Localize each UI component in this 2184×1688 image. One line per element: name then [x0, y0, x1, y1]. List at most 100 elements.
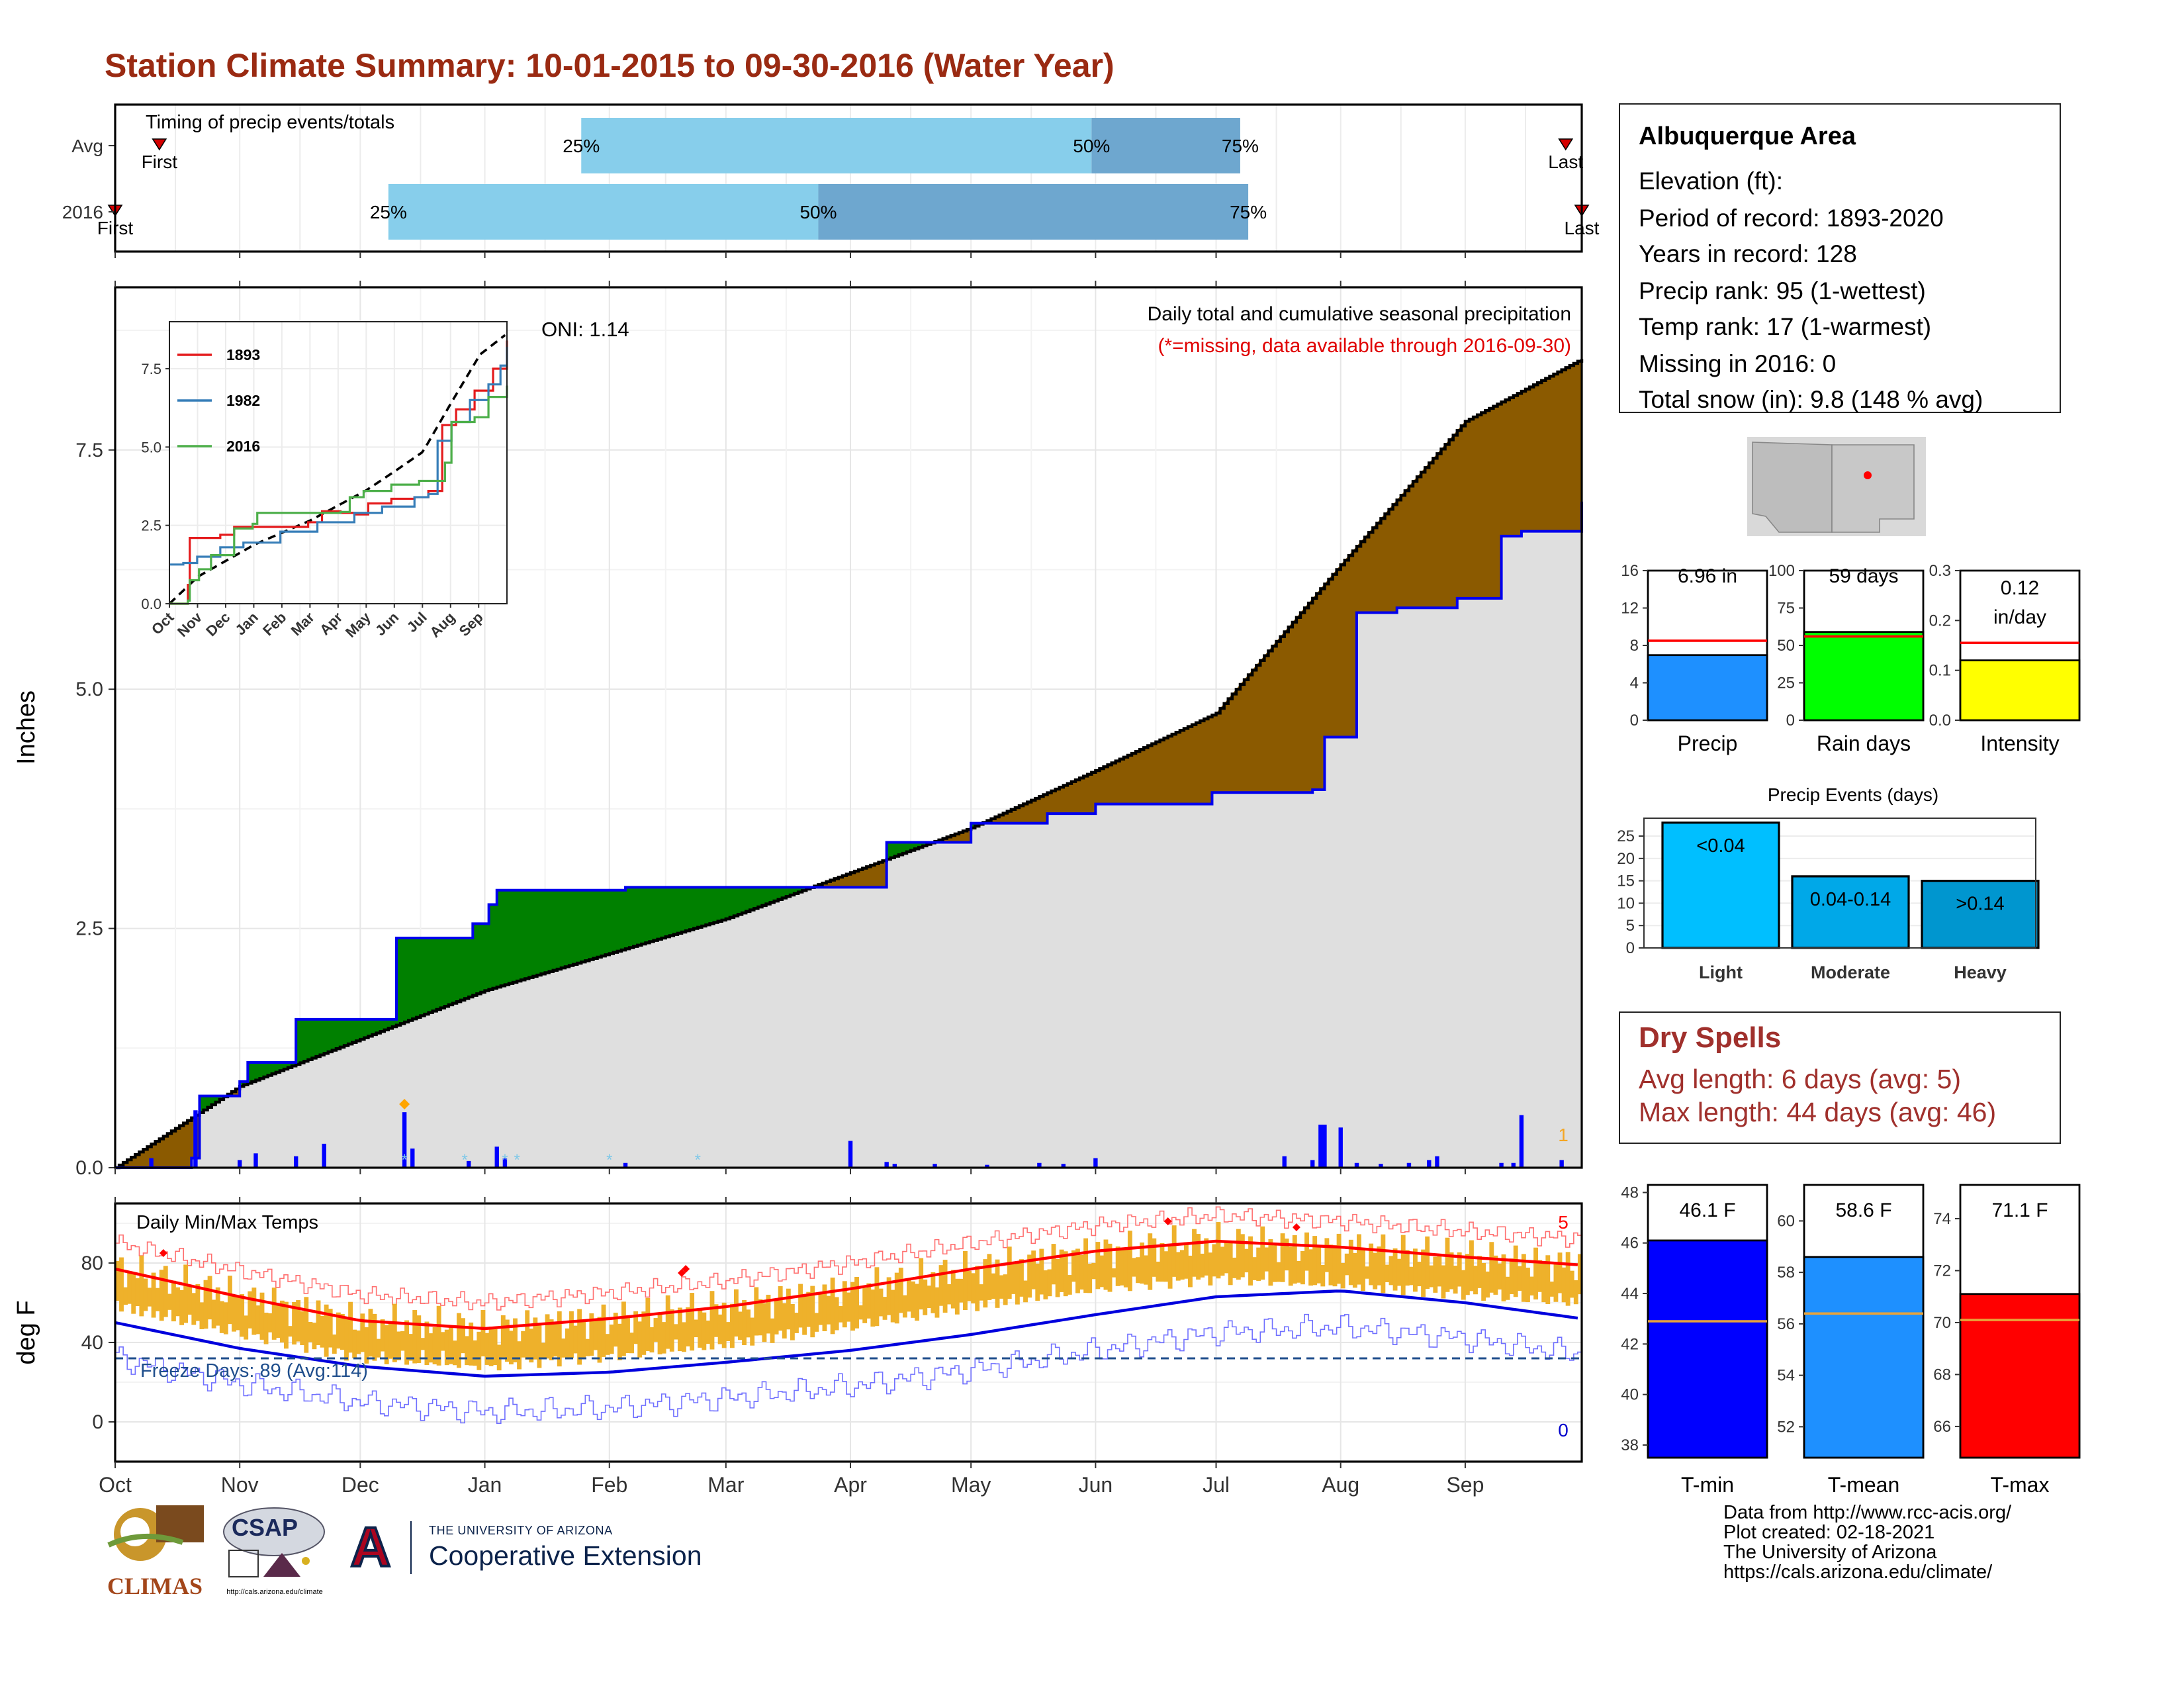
daily-temp-bar — [798, 1284, 803, 1328]
inset-ytick-label: 2.5 — [141, 518, 161, 534]
daily-temp-bar — [621, 1301, 626, 1356]
daily-temp-bar — [1208, 1252, 1213, 1286]
daily-temp-bar — [1312, 1236, 1318, 1286]
daily-temp-bar — [469, 1322, 474, 1366]
daily-temp-bar — [1392, 1248, 1398, 1291]
dry-spells-avg: Avg length: 6 days (avg: 5) — [1639, 1064, 1961, 1095]
daily-temp-bar — [151, 1272, 156, 1318]
daily-temp-bar — [762, 1303, 767, 1342]
daily-temp-bar — [1107, 1243, 1113, 1292]
events-ytick-label: 20 — [1617, 850, 1635, 868]
daily-temp-bar — [1079, 1254, 1084, 1290]
temp-bar-name: T-min — [1681, 1473, 1734, 1497]
timing-row-label: Avg — [71, 136, 103, 156]
daily-precip-bar — [1338, 1127, 1343, 1168]
daily-temp-bar — [1132, 1258, 1136, 1277]
daily-temp-bar — [1007, 1246, 1012, 1299]
daily-temp-bar — [721, 1302, 727, 1348]
daily-temp-bar — [1156, 1261, 1161, 1282]
timing-bar-50-75 — [818, 184, 1249, 240]
daily-temp-bar — [1352, 1252, 1357, 1288]
station-info-box: Albuquerque Area Elevation (ft): Period o… — [1619, 103, 2061, 413]
daily-temp-bar — [942, 1260, 948, 1313]
daily-temp-bar — [882, 1297, 887, 1320]
station-name: Albuquerque Area — [1639, 123, 1856, 151]
daily-temp-bar — [1123, 1249, 1128, 1288]
daily-temp-bar — [1501, 1254, 1506, 1301]
month-label: Sep — [1446, 1473, 1484, 1497]
precip-ytick-label: 2.5 — [75, 918, 103, 940]
daily-temp-bar — [629, 1333, 634, 1354]
inset-legend-label: 1982 — [226, 392, 260, 409]
daily-temp-bar — [677, 1307, 682, 1352]
timing-pct-label: 25% — [563, 136, 600, 156]
daily-temp-bar — [508, 1331, 514, 1365]
events-bar — [1791, 875, 1910, 949]
daily-temp-bar — [1272, 1245, 1277, 1282]
summary-ytick-label: 12 — [1621, 600, 1639, 618]
daily-temp-bar — [328, 1309, 333, 1348]
daily-temp-bar — [223, 1302, 228, 1335]
events-bar-label: >0.14 — [1956, 894, 2004, 915]
events-bar-name: Heavy — [1954, 962, 2007, 982]
daily-temp-bar — [770, 1318, 775, 1343]
temp-ytick-label: 40 — [81, 1332, 103, 1354]
average-min-temp-line — [114, 1289, 1578, 1378]
temp-value-bar — [1647, 1239, 1768, 1459]
daily-temp-bar — [1381, 1234, 1386, 1293]
daily-temp-bar — [1144, 1255, 1149, 1285]
daily-temp-bar — [533, 1317, 538, 1360]
daily-temp-bar — [649, 1327, 655, 1353]
csap-url: http://cals.arizona.edu/climate — [226, 1589, 323, 1597]
daily-temp-bar — [1541, 1261, 1547, 1303]
daily-temp-bar — [465, 1336, 470, 1366]
record-temp-marker — [678, 1269, 686, 1277]
daily-temp-bar — [304, 1297, 309, 1353]
record-temp-marker — [682, 1265, 690, 1273]
station-info-line: Period of record: 1893-2020 — [1639, 203, 1944, 231]
daily-temp-bar — [702, 1312, 707, 1350]
daily-temp-bar — [1200, 1253, 1205, 1278]
daily-temp-bar — [248, 1291, 253, 1329]
precip-ytick-label: 0.0 — [75, 1157, 103, 1179]
daily-temp-bar — [814, 1313, 819, 1332]
daily-temp-bar — [1505, 1276, 1510, 1300]
daily-temp-bar — [742, 1299, 747, 1346]
daily-temp-bar — [557, 1311, 562, 1367]
daily-temp-bar — [1433, 1256, 1438, 1293]
daily-precip-bar — [149, 1158, 154, 1168]
record-low-count: 0 — [1558, 1420, 1569, 1440]
temp-value-label: 46.1 F — [1679, 1199, 1735, 1221]
daily-temp-bar — [991, 1273, 996, 1299]
daily-temp-bar — [613, 1313, 618, 1347]
daily-temp-bar — [340, 1313, 345, 1350]
temp-bar-name: T-mean — [1828, 1473, 1899, 1497]
summary-ytick-label: 0.3 — [1929, 562, 1951, 580]
summary-value-bar — [1803, 631, 1925, 722]
daily-temp-bar — [842, 1281, 847, 1328]
daily-precip-bar — [1282, 1156, 1287, 1168]
daily-temp-bar — [725, 1322, 731, 1341]
daily-temp-bar — [1288, 1246, 1293, 1286]
daily-temp-bar — [911, 1281, 915, 1318]
daily-temp-bar — [782, 1303, 787, 1338]
temp-bar-ytick-label: 60 — [1777, 1212, 1795, 1230]
daily-temp-bar — [862, 1288, 868, 1323]
snow-marker: * — [606, 1151, 612, 1169]
daily-temp-bar — [1119, 1249, 1124, 1286]
max-daily-marker — [399, 1099, 410, 1109]
timing-pct-label: 50% — [799, 202, 837, 222]
ua-cooperative-extension: Cooperative Extension — [429, 1541, 702, 1571]
daily-temp-bar — [332, 1334, 337, 1354]
daily-temp-bar — [1284, 1239, 1289, 1271]
daily-precip-bar — [1379, 1164, 1383, 1168]
daily-temp-bar — [834, 1297, 839, 1331]
station-info-line: Missing in 2016: 0 — [1639, 349, 1837, 377]
summary-bar-name: Precip — [1678, 731, 1738, 755]
daily-temp-bar — [1039, 1248, 1044, 1295]
daily-temp-bar — [633, 1311, 639, 1344]
summary-ytick-label: 50 — [1777, 637, 1795, 655]
daily-temp-bar — [553, 1323, 558, 1357]
daily-temp-bar — [1003, 1274, 1008, 1305]
daily-temp-bar — [1497, 1263, 1502, 1290]
